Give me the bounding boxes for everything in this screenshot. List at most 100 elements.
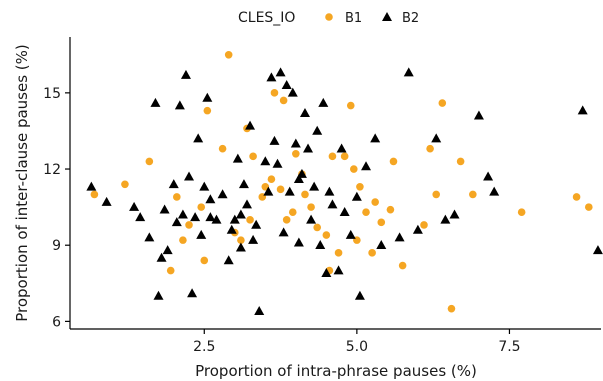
b1-point [328, 152, 337, 161]
b1-point [90, 190, 99, 199]
b1-point [307, 203, 315, 211]
y-tick-label: 9 [52, 238, 61, 254]
b2-point [235, 242, 246, 252]
b2-point [211, 214, 222, 224]
b1-point [426, 144, 434, 153]
b2-point [226, 224, 237, 234]
b1-point [420, 221, 428, 229]
b2-point [577, 105, 588, 115]
data-points [86, 50, 603, 316]
b1-point [282, 216, 291, 224]
b1-point [362, 208, 370, 216]
b2-point [333, 265, 344, 275]
b1-point [456, 157, 465, 166]
legend-label-b1: B1 [345, 11, 362, 26]
b2-point [232, 153, 243, 163]
b1-point [200, 256, 209, 265]
b1-point [185, 221, 193, 229]
x-tick-label: 5.0 [346, 339, 368, 355]
b2-point [489, 186, 500, 196]
b2-point [403, 67, 414, 77]
b2-point [299, 107, 310, 117]
b2-point [312, 125, 323, 135]
b2-point [235, 209, 246, 219]
b1-point [276, 185, 285, 194]
b2-point [473, 110, 484, 120]
b2-point [345, 229, 356, 239]
b1-point [237, 236, 245, 244]
x-tick-label: 2.5 [193, 339, 215, 355]
legend-title: CLES_IO [238, 10, 295, 26]
b2-point [431, 133, 442, 143]
b1-point [179, 236, 187, 244]
b1-point [288, 208, 297, 216]
b1-point [292, 150, 300, 158]
b1-point [279, 96, 288, 105]
legend-label-b2: B2 [402, 11, 419, 26]
b2-point [168, 179, 179, 189]
b2-point [159, 204, 170, 214]
b2-point [162, 245, 173, 255]
b2-point [290, 138, 301, 148]
b2-point [180, 69, 191, 79]
b2-point [281, 80, 292, 90]
b1-point [173, 193, 181, 201]
b2-point [177, 209, 188, 219]
y-tick-label: 15 [43, 86, 61, 102]
b2-point [327, 199, 338, 209]
b2-point [254, 306, 265, 316]
b1-point [377, 218, 386, 227]
b2-point [263, 186, 274, 196]
b1-point [389, 157, 398, 166]
b1-point [197, 203, 206, 211]
b1-point [224, 50, 233, 59]
b2-point [370, 133, 381, 143]
b2-point [412, 224, 423, 234]
x-tick-label: 7.5 [498, 339, 520, 355]
b2-point [260, 156, 271, 166]
b1-point [346, 101, 355, 110]
b1-point [261, 183, 270, 191]
b1-point [270, 89, 279, 97]
b1-point [121, 180, 129, 189]
b2-point [217, 189, 228, 199]
b1-point [356, 183, 364, 191]
b2-point [315, 240, 326, 250]
x-axis-ticks: 2.5 5.0 7.5 [193, 329, 521, 355]
b2-point [190, 212, 201, 222]
b2-point [86, 181, 97, 191]
b1-point [469, 190, 477, 199]
b1-point [517, 208, 526, 216]
b2-point [394, 232, 405, 242]
b2-point [354, 290, 365, 300]
b2-point [187, 288, 198, 298]
b1-point [218, 144, 227, 153]
b2-point [306, 214, 317, 224]
b2-point [153, 290, 164, 300]
b2-point [223, 255, 234, 265]
b2-point [449, 209, 460, 219]
b2-point [205, 212, 216, 222]
b1-point [340, 152, 349, 161]
b2-point [196, 229, 207, 239]
b2-point [193, 133, 204, 143]
b2-point [184, 171, 195, 181]
b2-point [245, 120, 256, 130]
b1-point [438, 99, 447, 107]
b2-point [309, 181, 320, 191]
y-axis-title: Proportion of inter-clause pauses (%) [13, 44, 31, 322]
b2-point [150, 97, 161, 107]
b2-point [174, 100, 185, 110]
b2-point [293, 173, 304, 183]
b2-point [303, 143, 314, 153]
b2-point [171, 217, 182, 227]
b2-point [351, 191, 362, 201]
b2-point [440, 214, 451, 224]
b2-point [278, 227, 289, 237]
b2-point [205, 194, 216, 204]
b2-point [339, 207, 350, 216]
y-axis-ticks: 6 9 12 15 [43, 86, 70, 330]
b1-point [398, 261, 407, 270]
b1-point [267, 175, 276, 183]
